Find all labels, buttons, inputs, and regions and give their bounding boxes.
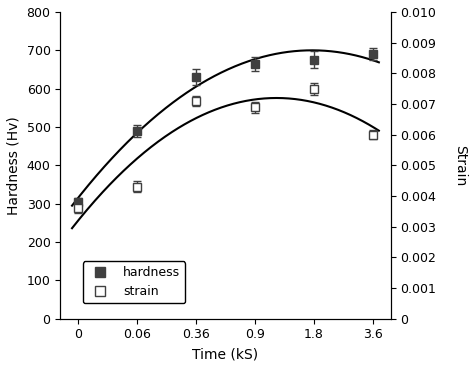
- X-axis label: Time (kS): Time (kS): [192, 347, 258, 361]
- Y-axis label: Hardness (Hv): Hardness (Hv): [7, 116, 21, 215]
- Y-axis label: Strain: Strain: [453, 145, 467, 186]
- Legend: hardness, strain: hardness, strain: [83, 261, 185, 303]
